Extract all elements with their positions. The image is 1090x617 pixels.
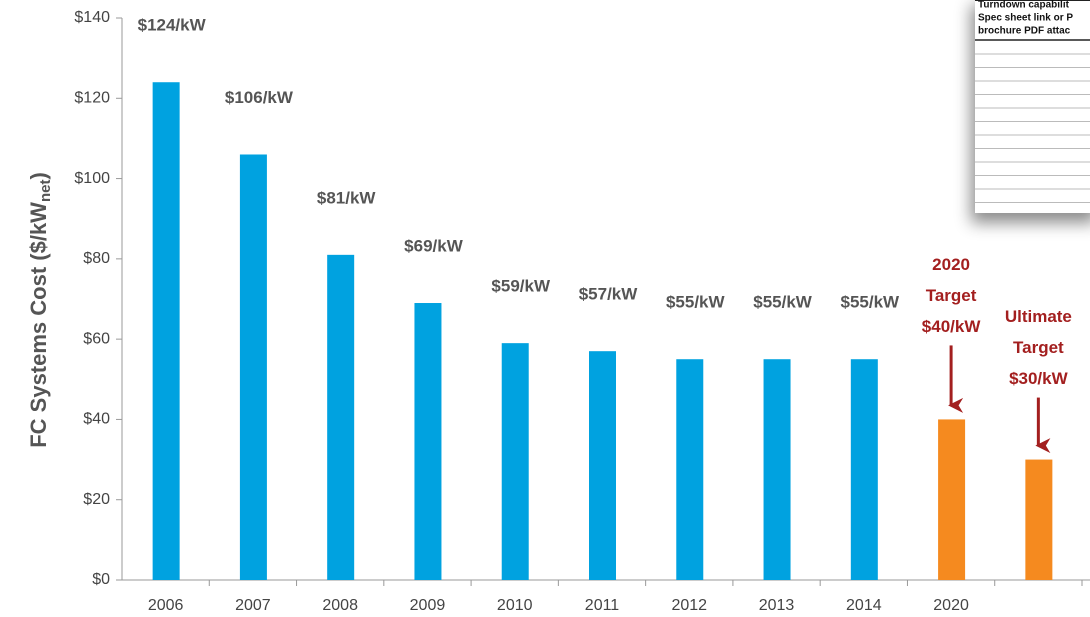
value-label: $55/kW xyxy=(753,293,813,312)
inset-text: brochure PDF attac xyxy=(978,26,1071,37)
value-label: $57/kW xyxy=(579,285,639,304)
inset-text: Turndown capabilit xyxy=(978,0,1070,11)
y-tick-label: $0 xyxy=(92,571,110,588)
x-tick-label: 2009 xyxy=(410,597,446,614)
y-tick-label: $80 xyxy=(83,250,110,267)
y-axis-label: FC Systems Cost ($/kWnet) xyxy=(26,172,54,448)
x-tick-label: 2014 xyxy=(846,597,882,614)
bar xyxy=(501,343,529,580)
bar xyxy=(676,359,704,580)
value-label: $55/kW xyxy=(841,293,901,312)
value-label: $69/kW xyxy=(404,236,464,255)
y-tick-label: $100 xyxy=(74,170,110,187)
bar xyxy=(589,351,616,580)
bar xyxy=(239,154,267,580)
annotation: 2020 xyxy=(932,255,970,274)
bar xyxy=(938,419,966,580)
x-tick-label: 2012 xyxy=(671,597,707,614)
annotation: Target xyxy=(1013,338,1064,357)
x-tick-label: 2020 xyxy=(933,597,969,614)
x-tick-label: 2007 xyxy=(235,597,271,614)
inset-text: Spec sheet link or P xyxy=(978,13,1073,24)
y-tick-label: $20 xyxy=(83,491,110,508)
inset-box xyxy=(975,0,1090,213)
value-label: $124/kW xyxy=(138,16,207,35)
inset-table: Turndown capabilit Spec sheet link or P … xyxy=(975,0,1090,213)
value-label: $55/kW xyxy=(666,293,726,312)
annotation: $40/kW xyxy=(922,317,982,336)
annotation: $30/kW xyxy=(1009,369,1069,388)
annotation: Ultimate xyxy=(1005,307,1072,326)
value-label: $81/kW xyxy=(317,188,377,207)
y-tick-label: $60 xyxy=(83,330,110,347)
annotation: Target xyxy=(926,286,977,305)
x-tick-label: 2011 xyxy=(585,597,620,614)
x-tick-label: 2010 xyxy=(497,597,533,614)
bar xyxy=(763,359,791,580)
bar xyxy=(327,254,355,581)
x-tick-label: 2008 xyxy=(322,597,358,614)
x-tick-label: 2013 xyxy=(759,597,795,614)
value-label: $106/kW xyxy=(225,88,294,107)
value-label: $59/kW xyxy=(491,277,551,296)
x-tick-label: 2006 xyxy=(148,597,184,614)
bar xyxy=(414,303,442,580)
bar xyxy=(1025,459,1053,580)
bar xyxy=(850,359,878,580)
y-tick-label: $120 xyxy=(74,90,110,107)
bar xyxy=(152,82,180,580)
y-tick-label: $40 xyxy=(83,411,110,428)
y-tick-label: $140 xyxy=(74,9,110,26)
inset-rows xyxy=(975,53,1090,203)
